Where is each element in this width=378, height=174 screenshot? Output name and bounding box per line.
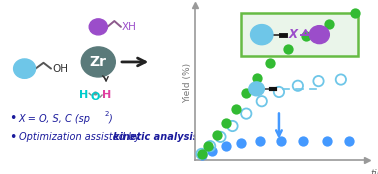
Text: kinetic analysis: kinetic analysis — [113, 132, 198, 142]
Point — [346, 140, 352, 143]
Text: X: X — [288, 28, 297, 41]
Circle shape — [251, 25, 273, 45]
Point — [238, 142, 244, 144]
Point — [304, 35, 310, 38]
Point — [198, 152, 204, 155]
Point — [209, 149, 215, 152]
Point — [205, 145, 211, 148]
Point — [214, 134, 220, 137]
Text: Zr: Zr — [90, 55, 107, 69]
Circle shape — [309, 26, 329, 44]
FancyBboxPatch shape — [241, 13, 358, 56]
Text: XH: XH — [122, 22, 137, 32]
Text: O: O — [91, 92, 100, 102]
Point — [198, 152, 204, 155]
Text: time: time — [370, 169, 378, 174]
Text: •: • — [9, 131, 17, 144]
Point — [326, 22, 332, 25]
Point — [198, 154, 204, 157]
Point — [223, 121, 229, 124]
Point — [257, 140, 263, 143]
Circle shape — [14, 59, 36, 78]
Point — [338, 78, 344, 81]
Text: Optimization assisted by: Optimization assisted by — [19, 132, 143, 142]
Point — [277, 140, 284, 143]
Point — [324, 140, 330, 143]
Point — [316, 80, 322, 82]
Text: ): ) — [109, 114, 112, 124]
Point — [267, 61, 273, 64]
Point — [217, 135, 223, 138]
Point — [285, 47, 291, 50]
Point — [229, 125, 235, 127]
Y-axis label: Yield (%): Yield (%) — [183, 63, 192, 103]
Text: OH: OH — [52, 64, 68, 74]
Point — [300, 140, 306, 143]
Point — [352, 11, 358, 14]
Point — [295, 84, 301, 87]
Point — [223, 145, 229, 148]
Point — [233, 108, 239, 110]
Circle shape — [81, 47, 115, 77]
Point — [243, 112, 249, 115]
Text: 2: 2 — [105, 111, 109, 117]
Text: X = O, S, C (sp: X = O, S, C (sp — [19, 114, 91, 124]
Point — [259, 100, 265, 103]
Circle shape — [89, 19, 107, 35]
Text: •: • — [9, 112, 17, 125]
Point — [243, 92, 249, 95]
Text: H: H — [79, 89, 89, 100]
Text: H: H — [102, 89, 111, 100]
Point — [276, 90, 282, 93]
Point — [207, 145, 213, 148]
Circle shape — [249, 82, 264, 96]
Point — [254, 77, 260, 79]
